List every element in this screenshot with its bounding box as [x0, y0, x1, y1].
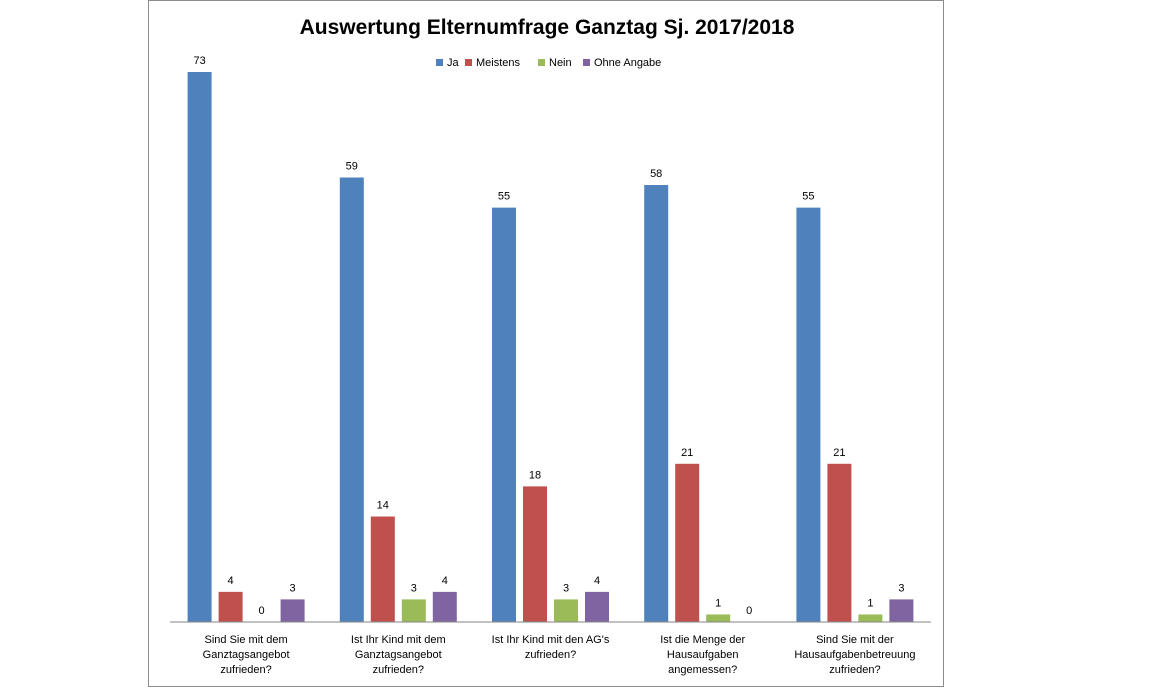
data-label-meistens-4: 21	[681, 447, 693, 459]
legend: Ja Meistens Nein Ohne Angabe	[436, 57, 661, 69]
data-label-nein-2: 3	[411, 582, 417, 594]
legend-label-ohne-angabe: Ohne Angabe	[594, 57, 661, 69]
legend-swatch-nein	[538, 59, 545, 66]
data-label-meistens-3: 18	[529, 469, 541, 481]
data-label-nein-4: 1	[715, 597, 721, 609]
bar-ja-1	[187, 72, 212, 622]
data-label-ja-2: 59	[346, 160, 358, 172]
data-label-ohne-angabe-2: 4	[442, 575, 448, 587]
bar-nein-5	[858, 614, 883, 622]
bar-meistens-4	[675, 463, 700, 622]
bar-nein-2	[401, 599, 426, 622]
data-label-nein-3: 3	[563, 582, 569, 594]
category-labels: Sind Sie mit dem Ganztagsangebot zufrieden…	[203, 634, 916, 676]
data-label-ohne-angabe-1: 3	[290, 582, 296, 594]
data-label-ja-3: 55	[498, 191, 510, 203]
bar-meistens-1	[218, 591, 243, 622]
legend-label-meistens: Meistens	[476, 57, 521, 69]
legend-swatch-ohne-angabe	[583, 59, 590, 66]
data-label-nein-1: 0	[259, 605, 265, 617]
bar-ohne-angabe-2	[432, 591, 457, 622]
plot-area: 73 4 0 3 59 14 3 4 55 18 3 4 58 21 1 0 55 21 1 3	[187, 55, 914, 622]
bar-chart: Auswertung Elternumfrage Ganztag Sj. 201…	[170, 16, 931, 676]
bar-nein-3	[554, 599, 578, 622]
category-label-2: Ist Ihr Kind mit dem Ganztagsangebot zufri…	[351, 634, 446, 676]
data-label-ja-1: 73	[193, 55, 205, 67]
legend-swatch-meistens	[465, 59, 472, 66]
chart-title: Auswertung Elternumfrage Ganztag Sj. 201…	[300, 16, 795, 39]
data-label-meistens-1: 4	[228, 575, 234, 587]
category-label-5: Sind Sie mit der Hausaufgabenbetreuung zuf…	[794, 634, 915, 676]
bar-ohne-angabe-5	[889, 599, 914, 622]
bar-meistens-2	[370, 516, 395, 622]
legend-label-nein: Nein	[549, 57, 572, 69]
bar-ohne-angabe-1	[280, 599, 305, 622]
bar-ja-4	[644, 185, 669, 622]
bar-ja-3	[492, 207, 516, 622]
data-label-ohne-angabe-3: 4	[594, 575, 600, 587]
data-label-nein-5: 1	[867, 597, 873, 609]
data-label-ohne-angabe-4: 0	[746, 605, 752, 617]
data-label-ja-4: 58	[650, 168, 662, 180]
bar-ja-2	[339, 177, 364, 622]
bar-ohne-angabe-3	[585, 591, 609, 622]
bar-ja-5	[796, 207, 821, 622]
bar-meistens-3	[523, 486, 547, 622]
category-label-4: Ist die Menge der Hausaufgaben angemessen?	[660, 634, 745, 676]
category-label-1: Sind Sie mit dem Ganztagsangebot zufrieden…	[203, 634, 290, 676]
data-label-ja-5: 55	[802, 191, 814, 203]
category-label-3: Ist Ihr Kind mit den AG's zufrieden?	[492, 634, 610, 661]
bar-nein-4	[706, 614, 731, 622]
bar-meistens-5	[827, 463, 852, 622]
legend-swatch-ja	[436, 59, 443, 66]
data-label-meistens-5: 21	[833, 447, 845, 459]
data-label-ohne-angabe-5: 3	[898, 582, 904, 594]
legend-label-ja: Ja	[447, 57, 460, 69]
chart-frame: Auswertung Elternumfrage Ganztag Sj. 201…	[148, 0, 944, 687]
data-label-meistens-2: 14	[377, 500, 389, 512]
